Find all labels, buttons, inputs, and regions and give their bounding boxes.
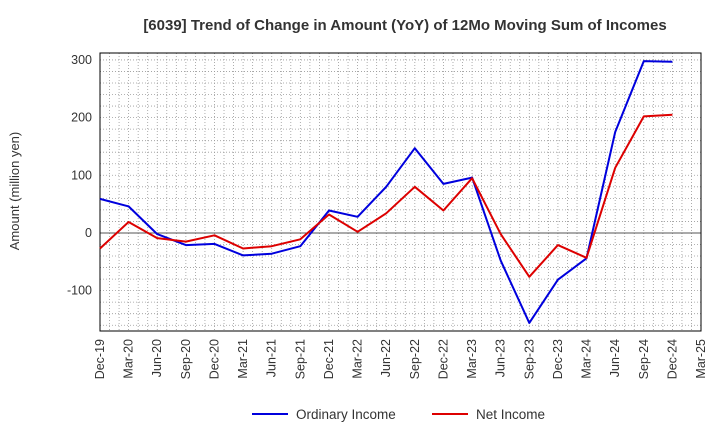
x-tick-label: Sep-20 (179, 339, 193, 379)
y-tick-labels: 300 200 100 0 -100 (67, 53, 92, 298)
series-line (99, 113, 673, 278)
y-tick-label: 200 (71, 111, 92, 125)
x-tick-label: Sep-23 (522, 339, 536, 379)
x-tick-label: Dec-23 (551, 339, 565, 379)
grid (100, 53, 701, 331)
plot-area (99, 52, 702, 332)
x-tick-label: Dec-22 (436, 339, 450, 379)
y-tick-label: 300 (71, 53, 92, 67)
y-tick-label: 100 (71, 168, 92, 182)
x-tick-label: Dec-20 (207, 339, 221, 379)
y-axis-label: Amount (million yen) (7, 132, 22, 251)
x-tick-labels: Dec-19 Mar-20 Jun-20 Sep-20 Dec-20 Mar-21 Jun-… (93, 339, 708, 379)
x-tick-label: Jun-22 (379, 339, 393, 377)
x-tick-label: Mar-25 (694, 339, 708, 379)
x-tick-label: Jun-20 (150, 339, 164, 377)
y-tick-label: 0 (85, 226, 92, 240)
x-tick-label: Mar-22 (351, 339, 365, 379)
x-tick-label: Sep-22 (408, 339, 422, 379)
x-tick-label: Dec-21 (322, 339, 336, 379)
x-tick-label: Dec-19 (93, 339, 107, 379)
x-tick-label: Sep-21 (293, 339, 307, 379)
y-tick-label: -100 (67, 284, 92, 298)
x-tick-label: Jun-21 (265, 339, 279, 377)
legend-label: Net Income (476, 407, 545, 422)
x-tick-label: Jun-24 (608, 339, 622, 377)
legend: Ordinary Income Net Income (252, 407, 545, 422)
x-tick-label: Dec-24 (665, 339, 679, 379)
series-lines (99, 60, 673, 324)
x-tick-label: Mar-21 (236, 339, 250, 379)
x-tick-label: Sep-24 (637, 339, 651, 379)
x-tick-label: Jun-23 (494, 339, 508, 377)
x-tick-label: Mar-23 (465, 339, 479, 379)
series-line (99, 60, 673, 324)
x-tick-label: Mar-24 (580, 339, 594, 379)
legend-label: Ordinary Income (296, 407, 396, 422)
x-tick-label: Mar-20 (122, 339, 136, 379)
chart-title: [6039] Trend of Change in Amount (YoY) o… (143, 17, 666, 34)
